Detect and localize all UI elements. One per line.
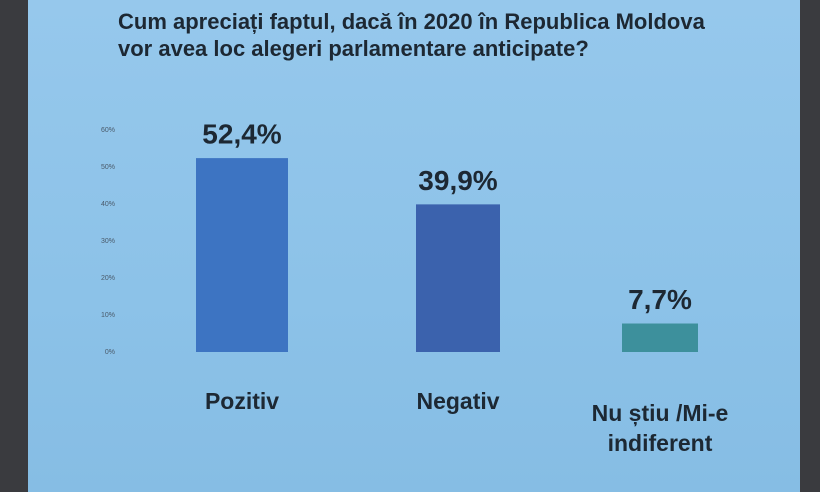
y-tick-label: 30% [101, 238, 115, 245]
bar [622, 323, 698, 352]
chart-title: Cum apreciați faptul, dacă în 2020 în Re… [118, 9, 705, 61]
y-tick-label: 60% [101, 127, 115, 134]
x-tick-label: Nu știu /Mi-e indiferent [591, 400, 729, 456]
value-label: 39,9% [418, 165, 497, 196]
y-tick-label: 10% [101, 312, 115, 319]
y-tick-label: 0% [105, 349, 115, 356]
slide [28, 0, 800, 492]
x-tick-label: Pozitiv [204, 388, 280, 414]
bar [416, 204, 500, 352]
value-label: 52,4% [202, 119, 281, 150]
y-tick-label: 40% [101, 201, 115, 208]
y-tick-label: 20% [101, 275, 115, 282]
bar [196, 158, 288, 352]
y-tick-label: 50% [101, 164, 115, 171]
value-label: 7,7% [628, 284, 692, 315]
x-tick-label: Negativ [416, 388, 500, 414]
